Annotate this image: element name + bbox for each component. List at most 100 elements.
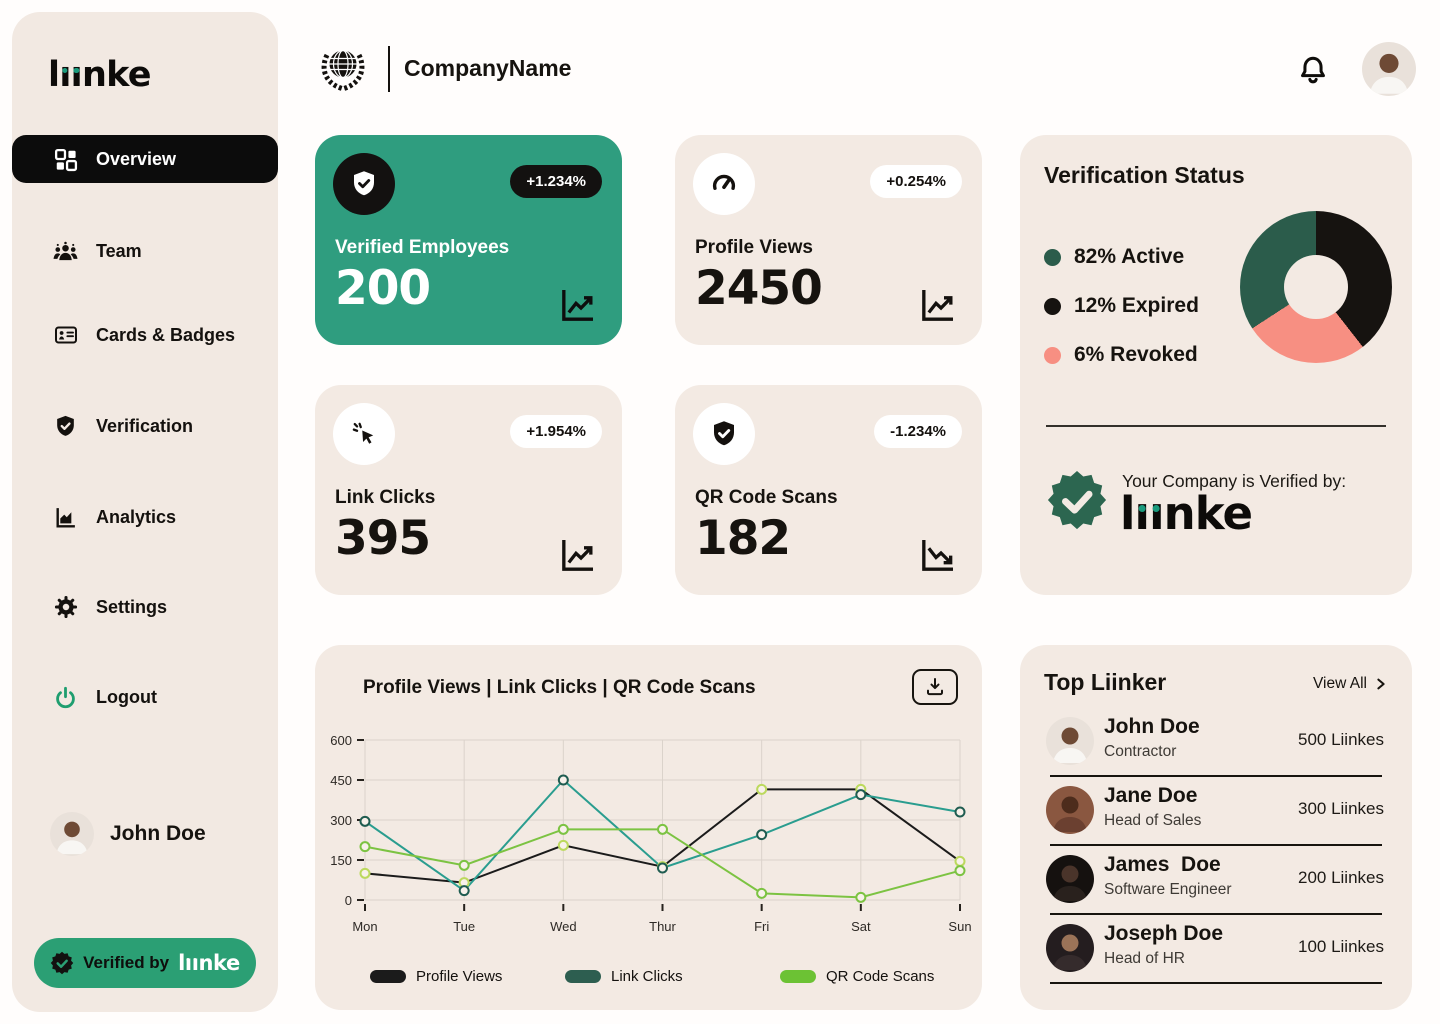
sidebar-item-label: Team: [96, 240, 142, 261]
liinker-role: Head of Sales: [1104, 812, 1202, 829]
user-name: John Doe: [110, 822, 206, 845]
legend-dot: [1044, 297, 1061, 315]
svg-text:Mon: Mon: [352, 919, 377, 934]
seal-check-icon: [1046, 469, 1108, 531]
logo-letter: nke: [81, 55, 152, 95]
liinker-name: James Doe: [1104, 853, 1221, 876]
stat-label: Verified Employees: [335, 237, 510, 258]
stat-value: 200: [335, 261, 431, 316]
chart-legend: Profile Views Link Clicks QR Code Scans: [315, 968, 982, 988]
divider: [1050, 913, 1382, 915]
list-item[interactable]: Joseph Doe Head of HR 100 Liinkes: [1044, 920, 1388, 982]
stat-card-profile-views: +0.254% Profile Views 2450: [675, 135, 982, 345]
gauge-icon: [693, 153, 755, 215]
liinker-role: Software Engineer: [1104, 881, 1232, 898]
liinker-name: Joseph Doe: [1104, 922, 1224, 945]
company-name: CompanyName: [404, 55, 572, 81]
shield-check-icon: [333, 153, 395, 215]
trend-up-icon: [556, 535, 600, 575]
sidebar-item-settings[interactable]: Settings: [12, 583, 278, 631]
stat-value: 182: [695, 511, 791, 566]
logo-letter: ı: [70, 55, 83, 95]
view-all-link[interactable]: View All: [1313, 675, 1388, 693]
line-chart: 0 150 300 450 600 Mon Tue Wed Thur Fri Sat Sun: [330, 733, 971, 934]
shield-check-icon: [52, 414, 79, 439]
download-button[interactable]: [912, 669, 958, 705]
legend-dot: [1044, 248, 1061, 266]
list-item[interactable]: John Doe Contractor 500 Liinkes: [1044, 713, 1388, 775]
liinker-name: John Doe: [1104, 715, 1200, 738]
liinke-logo: lıınke: [178, 950, 240, 975]
svg-text:Sun: Sun: [948, 919, 971, 934]
globe-emblem: [316, 38, 370, 98]
panel-title: Top Liinker: [1044, 669, 1167, 695]
avatar: [50, 812, 94, 856]
svg-text:Tue: Tue: [453, 919, 475, 934]
shield-check-icon: [693, 403, 755, 465]
list-item[interactable]: Jane Doe Head of Sales 300 Liinkes: [1044, 782, 1388, 844]
avatar: [1046, 786, 1094, 834]
stat-label: Profile Views: [695, 237, 813, 258]
liinker-role: Contractor: [1104, 743, 1177, 760]
activity-chart-panel: Profile Views | Link Clicks | QR Code Sc…: [315, 645, 982, 1010]
profile-avatar[interactable]: [1362, 42, 1416, 96]
svg-text:300: 300: [330, 813, 352, 828]
logo-letter: ı: [59, 55, 71, 95]
chevron-right-icon: [1374, 676, 1388, 692]
divider: [1046, 425, 1386, 427]
stat-label: QR Code Scans: [695, 487, 838, 508]
stat-card-qr-code-scans: -1.234% QR Code Scans 182: [675, 385, 982, 595]
stat-card-link-clicks: +1.954% Link Clicks 395: [315, 385, 622, 595]
avatar: [1046, 855, 1094, 903]
liinkes-count: 300 Liinkes: [1297, 799, 1384, 818]
svg-text:150: 150: [330, 853, 352, 868]
top-liinker-panel: Top Liinker View All John Doe Contractor…: [1020, 645, 1412, 1010]
chart-title: Profile Views | Link Clicks | QR Code Sc…: [363, 677, 756, 698]
delta-badge: +1.234%: [510, 165, 602, 198]
delta-badge: +0.254%: [870, 165, 962, 198]
verification-donut: [1240, 211, 1392, 363]
sidebar-item-verification[interactable]: Verification: [12, 402, 278, 450]
stat-card-verified-employees: +1.234% Verified Employees 200: [315, 135, 622, 345]
stat-label: Link Clicks: [335, 487, 436, 508]
legend-item-link-clicks: Link Clicks: [565, 968, 683, 985]
trend-down-icon: [916, 535, 960, 575]
list-item[interactable]: James Doe Software Engineer 200 Liinkes: [1044, 851, 1388, 913]
legend-item-qr-code-scans: QR Code Scans: [780, 968, 934, 985]
gear-icon: [52, 594, 79, 620]
donut-legend: 82% Active 12% Expired 6% Revoked: [1044, 245, 1199, 367]
legend-item-profile-views: Profile Views: [370, 968, 502, 985]
liinkes-count: 200 Liinkes: [1297, 868, 1384, 887]
analytics-icon: [52, 505, 79, 530]
divider: [1050, 982, 1382, 984]
sidebar-item-label: Settings: [96, 596, 168, 617]
svg-text:600: 600: [330, 733, 352, 748]
sidebar-item-team[interactable]: Team: [12, 227, 278, 275]
verified-by-caption: Your Company is Verified by:: [1122, 471, 1347, 491]
legend-item-active: 82% Active: [1044, 245, 1199, 269]
legend-swatch: [370, 970, 406, 983]
verification-status-panel: Verification Status 82% Active 12% Expir…: [1020, 135, 1412, 595]
donut-hole: [1284, 255, 1348, 319]
liinke-logo: lıınke: [1120, 487, 1253, 540]
avatar: [1046, 924, 1094, 972]
power-icon: [52, 685, 79, 710]
liinkes-count: 500 Liinkes: [1297, 730, 1384, 749]
sidebar-item-logout[interactable]: Logout: [12, 673, 278, 721]
sidebar-item-overview[interactable]: Overview: [12, 135, 278, 183]
bell-icon[interactable]: [1296, 53, 1330, 87]
svg-text:Fri: Fri: [754, 919, 769, 934]
sidebar-item-label: Cards & Badges: [96, 324, 236, 345]
trend-up-icon: [916, 285, 960, 325]
delta-badge: -1.234%: [874, 415, 962, 448]
liinker-role: Head of HR: [1104, 950, 1185, 967]
liinkes-count: 100 Liinkes: [1297, 937, 1384, 956]
logo-letter: l: [48, 55, 60, 95]
sidebar-item-cards-badges[interactable]: Cards & Badges: [12, 311, 278, 359]
sidebar-user[interactable]: John Doe: [50, 812, 206, 856]
sidebar-item-analytics[interactable]: Analytics: [12, 493, 278, 541]
header-divider: [388, 46, 390, 92]
legend-swatch: [780, 970, 816, 983]
seal-check-icon: [50, 951, 74, 975]
panel-title: Verification Status: [1044, 162, 1245, 188]
